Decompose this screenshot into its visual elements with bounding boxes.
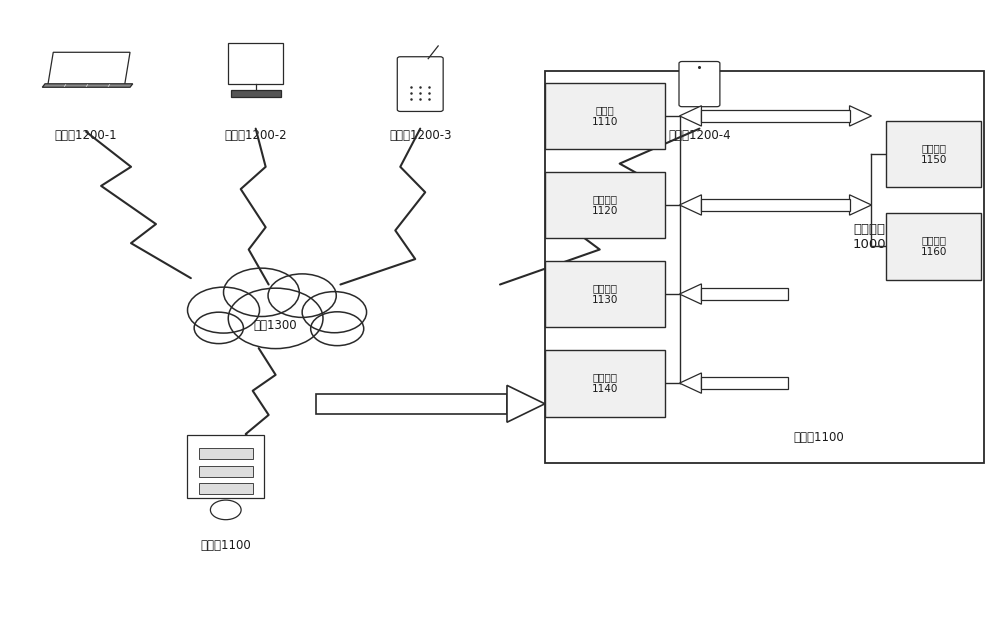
Text: 实施环境
1000: 实施环境 1000 <box>852 223 886 250</box>
Polygon shape <box>42 84 133 88</box>
Text: 处理器
1110: 处理器 1110 <box>592 105 618 127</box>
FancyBboxPatch shape <box>886 121 981 187</box>
Circle shape <box>311 312 364 346</box>
Circle shape <box>224 268 299 316</box>
FancyBboxPatch shape <box>545 82 665 150</box>
Text: 通信装置
1140: 通信装置 1140 <box>592 373 618 394</box>
Circle shape <box>194 312 243 344</box>
Text: 客户端1200-1: 客户端1200-1 <box>55 128 117 142</box>
Bar <box>701 378 788 389</box>
Bar <box>316 394 507 414</box>
Text: 服务器1100: 服务器1100 <box>794 431 844 443</box>
Bar <box>545 72 984 463</box>
FancyBboxPatch shape <box>199 448 253 459</box>
Text: 服务器1100: 服务器1100 <box>200 539 251 552</box>
FancyBboxPatch shape <box>199 466 253 477</box>
FancyBboxPatch shape <box>679 61 720 107</box>
Polygon shape <box>680 373 701 393</box>
Text: 存储装置
1120: 存储装置 1120 <box>592 194 618 216</box>
Circle shape <box>228 288 323 349</box>
Text: 网络1300: 网络1300 <box>254 320 297 332</box>
Polygon shape <box>680 284 701 304</box>
Bar <box>701 110 850 121</box>
FancyBboxPatch shape <box>545 172 665 238</box>
Bar <box>701 199 850 211</box>
FancyBboxPatch shape <box>231 91 281 98</box>
Text: 输入装置
1160: 输入装置 1160 <box>921 236 947 257</box>
FancyBboxPatch shape <box>228 43 283 84</box>
Bar <box>701 288 788 300</box>
Circle shape <box>210 500 241 520</box>
Text: 接口装置
1130: 接口装置 1130 <box>592 283 618 305</box>
Polygon shape <box>850 195 871 215</box>
Circle shape <box>302 291 367 333</box>
Polygon shape <box>850 105 871 126</box>
Text: 显示装置
1150: 显示装置 1150 <box>921 143 947 165</box>
FancyBboxPatch shape <box>545 261 665 327</box>
Polygon shape <box>680 195 701 215</box>
FancyBboxPatch shape <box>187 435 264 498</box>
Circle shape <box>188 287 260 333</box>
FancyBboxPatch shape <box>545 350 665 417</box>
FancyBboxPatch shape <box>886 213 981 280</box>
Text: 客户端1200-3: 客户端1200-3 <box>389 128 451 142</box>
Text: 客户端1200-2: 客户端1200-2 <box>224 128 287 142</box>
FancyBboxPatch shape <box>397 57 443 111</box>
Text: 客户端1200-4: 客户端1200-4 <box>668 128 731 142</box>
FancyBboxPatch shape <box>199 483 253 495</box>
Circle shape <box>268 274 336 318</box>
Polygon shape <box>507 385 545 422</box>
Polygon shape <box>680 105 701 126</box>
Polygon shape <box>48 52 130 86</box>
